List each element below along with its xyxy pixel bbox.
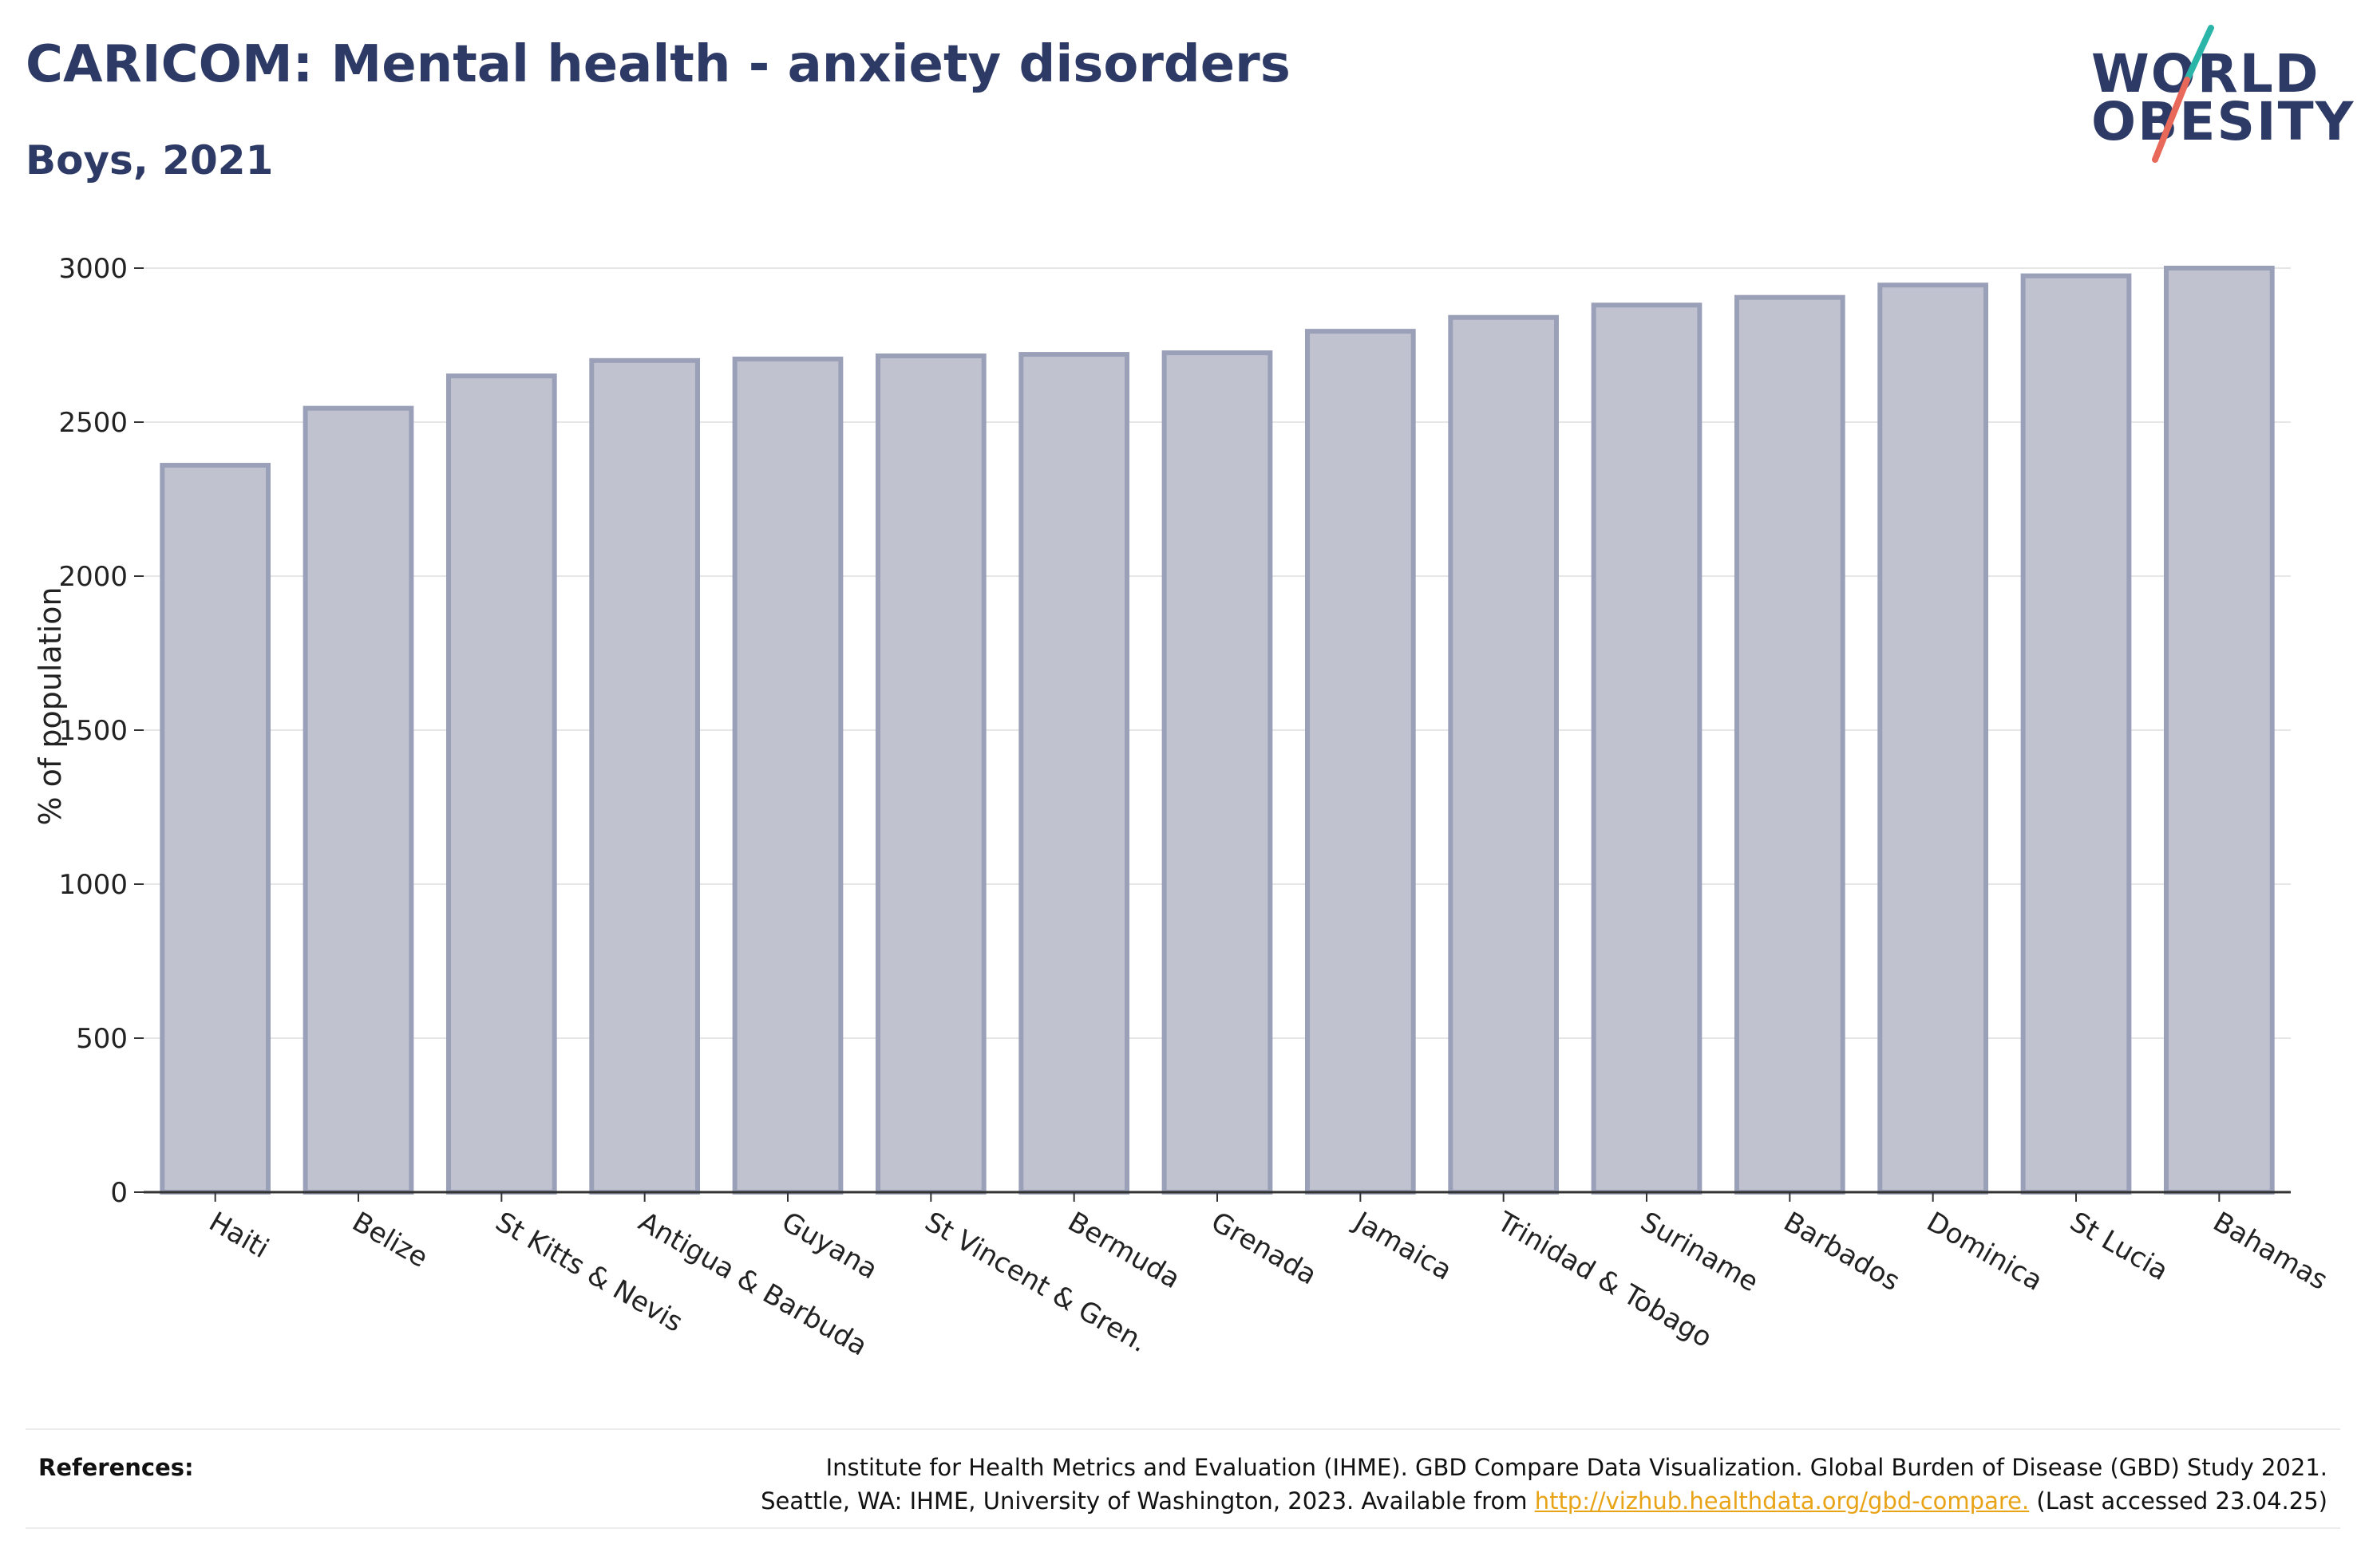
references-link[interactable]: http://vizhub.healthdata.org/gbd-compare… [1534,1487,2030,1515]
logo-line-1: WORLD [2091,43,2320,105]
y-tick-label: 2000 [58,561,128,593]
x-tick-label: Belize [347,1206,433,1274]
bar-trinidad-tobago [1448,314,1560,1195]
references-line-2-prefix: Seattle, WA: IHME, University of Washing… [761,1487,1535,1515]
bar-st-vincent-gren- [875,353,987,1195]
bar-dominica [1877,282,1989,1195]
bar-barbados [1734,294,1845,1195]
y-tick-label: 500 [76,1023,128,1055]
bar-suriname [1591,302,1703,1195]
x-tick-label: St Lucia [2065,1206,2174,1287]
y-tick-label: 1500 [58,715,128,747]
bar-st-lucia [2020,273,2132,1195]
x-tick-label: Guyana [777,1206,884,1286]
bar-antigua-barbuda [589,357,701,1195]
world-obesity-logo: WORLD OBESITY [2091,24,2353,168]
y-axis-label: % of population [33,587,68,825]
x-tick-label: Bermuda [1062,1206,1185,1295]
y-tick-label: 3000 [58,253,128,285]
y-tick-label: 2500 [58,407,128,439]
references-line-2: Seattle, WA: IHME, University of Washing… [761,1484,2327,1518]
x-tick-label: Haiti [204,1206,274,1265]
x-tick-label: Suriname [1635,1206,1764,1298]
references-line-2-suffix: (Last accessed 23.04.25) [2029,1487,2327,1515]
bar-bahamas [2163,266,2275,1195]
bar-grenada [1161,350,1273,1195]
page-subtitle: Boys, 2021 [26,137,274,184]
bar-st-kitts-nevis [445,373,557,1195]
x-tick-label: Jamaica [1347,1205,1457,1287]
references-box: References: Institute for Health Metrics… [26,1428,2340,1529]
x-tick-label: Barbados [1778,1206,1905,1297]
page-title: CARICOM: Mental health - anxiety disorde… [26,35,1291,94]
bar-guyana [732,356,844,1195]
references-text: Institute for Health Metrics and Evaluat… [761,1451,2327,1518]
x-tick-label: Bahamas [2208,1206,2333,1297]
logo-line-2: OBESITY [2091,91,2355,152]
y-tick-label: 1000 [58,869,128,901]
references-line-1: Institute for Health Metrics and Evaluat… [825,1454,2327,1481]
y-tick-label: 0 [110,1177,128,1209]
references-label: References: [38,1454,194,1481]
logo-slash-icon [2152,25,2214,163]
x-tick-label: Antigua & Barbuda [633,1206,872,1362]
bar-belize [303,405,414,1195]
chart-bars [160,266,2275,1195]
bar-bermuda [1018,352,1130,1195]
x-tick-label: Dominica [1921,1206,2048,1297]
bar-jamaica [1304,329,1416,1195]
x-tick-label: Grenada [1206,1206,1323,1291]
bar-haiti [160,463,271,1195]
